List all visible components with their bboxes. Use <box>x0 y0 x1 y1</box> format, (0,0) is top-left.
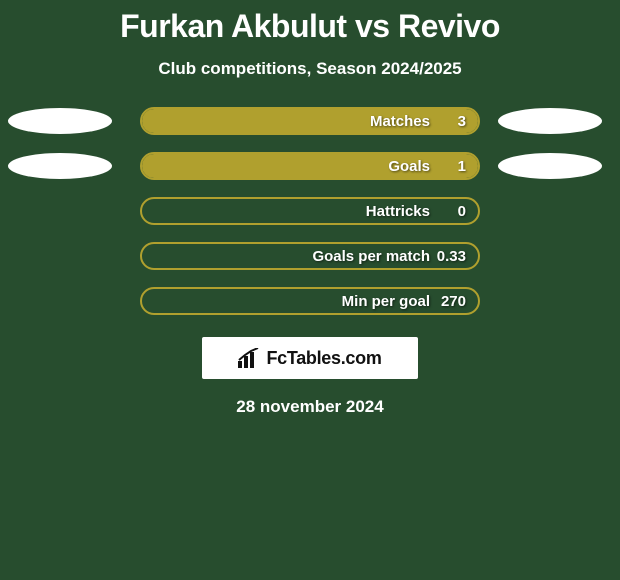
stat-value: 0.33 <box>437 248 466 265</box>
stat-bar: Matches 3 <box>140 107 480 135</box>
bar-chart-icon <box>238 348 260 368</box>
stat-label: Hattricks <box>142 203 430 220</box>
stat-bar: Hattricks 0 <box>140 197 480 225</box>
stat-value: 0 <box>458 203 466 220</box>
stat-value: 3 <box>458 113 466 130</box>
stats-card: Furkan Akbulut vs Revivo Club competitio… <box>0 0 620 417</box>
stat-label: Goals <box>142 158 430 175</box>
page-subtitle: Club competitions, Season 2024/2025 <box>0 59 620 79</box>
page-title: Furkan Akbulut vs Revivo <box>0 8 620 45</box>
player-marker-left <box>8 108 112 134</box>
stat-label: Goals per match <box>142 248 430 265</box>
stat-bar: Goals per match 0.33 <box>140 242 480 270</box>
date-label: 28 november 2024 <box>0 397 620 417</box>
stat-row: Hattricks 0 <box>0 197 620 225</box>
stat-row: Min per goal 270 <box>0 287 620 315</box>
branding-text: FcTables.com <box>266 348 381 369</box>
stat-row: Matches 3 <box>0 107 620 135</box>
stat-value: 270 <box>441 293 466 310</box>
stat-row: Goals per match 0.33 <box>0 242 620 270</box>
stat-value: 1 <box>458 158 466 175</box>
stat-bar: Min per goal 270 <box>140 287 480 315</box>
stat-bar: Goals 1 <box>140 152 480 180</box>
branding-badge[interactable]: FcTables.com <box>202 337 418 379</box>
stat-label: Matches <box>142 113 430 130</box>
stats-rows: Matches 3 Goals 1 Hattricks 0 Goals per match 0… <box>0 107 620 315</box>
player-marker-right <box>498 153 602 179</box>
stat-label: Min per goal <box>142 293 430 310</box>
stat-row: Goals 1 <box>0 152 620 180</box>
player-marker-left <box>8 153 112 179</box>
player-marker-right <box>498 108 602 134</box>
